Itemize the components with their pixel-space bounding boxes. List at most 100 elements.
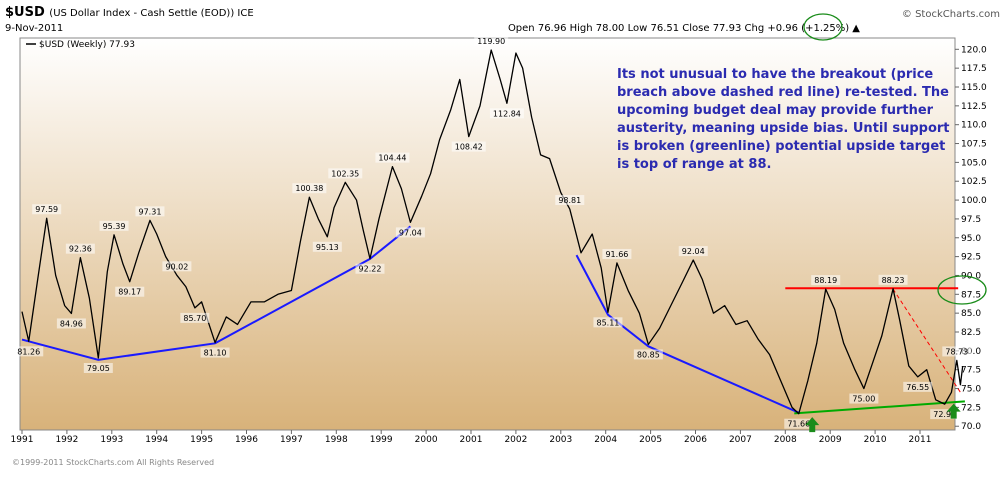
y-tick-label: 107.5 (961, 140, 987, 150)
x-tick-label: 1996 (235, 435, 258, 445)
x-tick-label: 2009 (819, 435, 842, 445)
annotation-text-line: is top of range at 88. (617, 157, 771, 172)
x-tick-label: 1991 (11, 435, 34, 445)
trendline (794, 400, 965, 415)
y-tick-label: 75.0 (961, 385, 981, 395)
point-label-bg (474, 36, 509, 47)
annotation-text-line: Its not unusual to have the breakout (pr… (617, 67, 933, 82)
x-tick-label: 1997 (280, 435, 303, 445)
annotation-text-line: austerity, meaning upside bias. Until su… (617, 121, 950, 136)
x-tick-label: 2003 (549, 435, 572, 445)
x-tick-label: 2004 (594, 435, 617, 445)
x-tick-label: 1998 (325, 435, 348, 445)
point-label-bg (602, 248, 632, 259)
x-tick-label: 2000 (415, 435, 438, 445)
point-label-bg (200, 347, 230, 358)
y-tick-label: 102.5 (961, 177, 987, 187)
up-arrow-icon (946, 403, 961, 419)
point-label: 104.44 (378, 154, 406, 163)
point-label: 72.93 (933, 410, 956, 419)
y-tick-label: 115.0 (961, 83, 987, 93)
x-tick-label: 2011 (909, 435, 932, 445)
point-label-bg (451, 141, 486, 152)
point-label: 75.00 (852, 395, 875, 404)
y-tick-label: 110.0 (961, 121, 987, 131)
point-label-bg (849, 393, 879, 404)
point-label: 92.22 (359, 265, 382, 274)
point-label-bg (784, 418, 814, 429)
point-label-bg (942, 346, 972, 357)
point-label-bg (14, 346, 44, 357)
point-label-bg (395, 227, 425, 238)
point-label-bg (99, 220, 129, 231)
point-label: 88.19 (814, 276, 837, 285)
annotation-text-line: upcoming budget deal may provide further (617, 103, 934, 118)
point-label: 84.96 (60, 319, 83, 328)
point-label-bg (878, 274, 908, 285)
point-label: 92.36 (69, 245, 92, 254)
point-label-bg (292, 183, 327, 194)
point-label-bg (355, 263, 385, 274)
price-level-highlight-ellipse (937, 275, 987, 305)
legend-text: $USD (Weekly) 77.93 (39, 40, 135, 50)
point-label-bg (65, 243, 95, 254)
y-tick-label: 120.0 (961, 45, 987, 55)
point-label: 95.39 (103, 222, 126, 231)
y-tick-label: 112.5 (961, 102, 987, 112)
x-tick-label: 1993 (100, 435, 123, 445)
x-tick-label: 2010 (864, 435, 887, 445)
point-label-bg (56, 318, 86, 329)
y-tick-label: 82.5 (961, 328, 981, 338)
point-label: 71.66 (787, 420, 810, 429)
brand-logo: © StockCharts.com (901, 9, 1000, 20)
y-tick-label: 105.0 (961, 158, 987, 168)
point-label-bg (375, 152, 410, 163)
point-label-bg (32, 204, 62, 215)
x-tick-label: 2008 (774, 435, 797, 445)
annotation-text-line: breach above dashed red line) re-tested.… (617, 85, 949, 100)
point-label-bg (162, 261, 192, 272)
point-label-bg (903, 381, 933, 392)
copyright: ©1999-2011 StockCharts.com All Rights Re… (12, 458, 215, 467)
point-label: 112.84 (493, 109, 521, 118)
y-tick-label: 117.5 (961, 64, 987, 74)
y-tick-label: 70.0 (961, 422, 981, 432)
point-label: 91.66 (605, 250, 628, 259)
point-label: 108.42 (455, 143, 483, 152)
point-label: 85.11 (596, 318, 619, 327)
point-label-bg (180, 312, 210, 323)
point-label: 100.38 (295, 184, 323, 193)
x-tick-label: 1992 (55, 435, 78, 445)
point-label: 81.10 (204, 349, 227, 358)
point-label: 89.17 (118, 288, 141, 297)
x-tick-label: 2006 (684, 435, 707, 445)
close-highlight-ellipse (803, 13, 843, 41)
x-tick-label: 1995 (190, 435, 213, 445)
point-label-bg (593, 317, 623, 328)
point-label: 90.02 (165, 262, 188, 271)
y-tick-label: 92.5 (961, 253, 981, 263)
chart-symbol: $USD (US Dollar Index - Cash Settle (EOD… (5, 5, 254, 20)
symbol-description: (US Dollar Index - Cash Settle (EOD)) IC… (49, 8, 254, 19)
x-tick-label: 2007 (729, 435, 752, 445)
point-label-bg (555, 195, 585, 206)
symbol-text: $USD (5, 5, 45, 20)
point-label-bg (489, 108, 524, 119)
point-label: 88.23 (882, 276, 905, 285)
x-tick-label: 1994 (145, 435, 168, 445)
point-label-bg (811, 275, 841, 286)
point-label-bg (115, 286, 145, 297)
point-label: 102.35 (331, 169, 359, 178)
point-label-bg (135, 206, 165, 217)
y-tick-label: 97.5 (961, 215, 981, 225)
point-label: 97.04 (399, 228, 422, 237)
point-label: 80.85 (637, 350, 660, 359)
point-label: 85.70 (183, 314, 206, 323)
point-label-bg (930, 409, 960, 420)
point-label: 76.55 (906, 383, 929, 392)
chart-date: 9-Nov-2011 (5, 23, 64, 34)
x-tick-label: 1999 (370, 435, 393, 445)
trendline (21, 225, 412, 361)
price-line (21, 49, 964, 415)
